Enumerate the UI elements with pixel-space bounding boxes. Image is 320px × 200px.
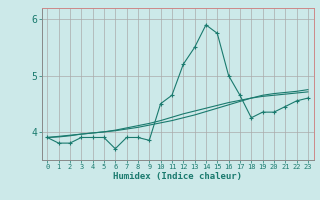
X-axis label: Humidex (Indice chaleur): Humidex (Indice chaleur) <box>113 172 242 181</box>
